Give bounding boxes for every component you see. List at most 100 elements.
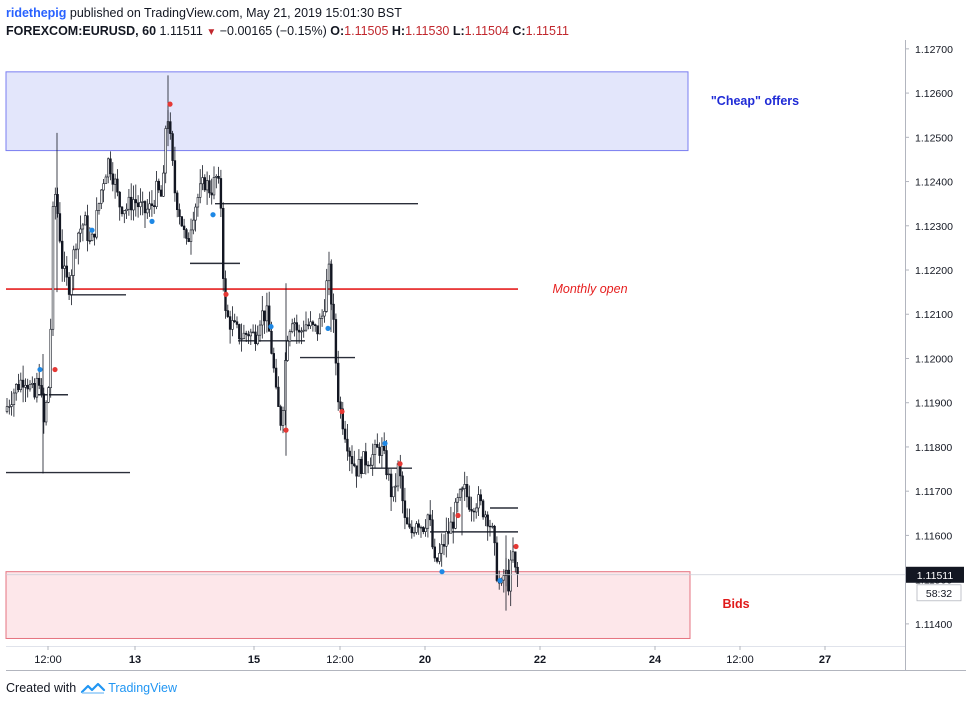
- candle-body: [31, 383, 34, 385]
- candle-body: [192, 219, 195, 231]
- tradingview-brand[interactable]: TradingView: [108, 681, 177, 695]
- last-price: 1.11511: [159, 24, 203, 38]
- y-tick-label: 1.11900: [915, 398, 952, 410]
- candle-body: [67, 276, 71, 295]
- candle-body: [472, 510, 476, 513]
- candle-body: [261, 310, 264, 326]
- candle-body: [428, 514, 432, 521]
- candle-body: [233, 320, 236, 323]
- candles-layer: [5, 75, 519, 611]
- candle-body: [247, 334, 250, 337]
- candle-body: [353, 463, 356, 467]
- candle-body: [47, 387, 50, 403]
- x-tick-label: 15: [248, 654, 260, 666]
- candle-body: [488, 525, 492, 528]
- x-tick-label: 13: [129, 654, 141, 666]
- candle-body: [8, 406, 11, 408]
- footer: Created with TradingView: [6, 681, 177, 695]
- tradingview-logo-icon[interactable]: [80, 681, 106, 695]
- candle-body: [102, 183, 105, 191]
- candle-body: [288, 331, 292, 342]
- buy-marker: [210, 212, 216, 218]
- candle-body: [274, 367, 278, 388]
- candle-body: [231, 320, 234, 330]
- candle-body: [176, 192, 179, 211]
- candle-body: [302, 329, 305, 332]
- candle-body: [245, 332, 248, 335]
- candle-body: [359, 458, 363, 474]
- candle-body: [362, 451, 365, 474]
- candle-body: [169, 121, 172, 134]
- last-price-tag: [906, 566, 964, 583]
- low-label: L:: [452, 24, 465, 38]
- author-link[interactable]: ridethepig: [6, 6, 67, 20]
- x-tick-label: 12:00: [326, 654, 354, 666]
- candle-body: [263, 310, 266, 322]
- high-label: H:: [391, 24, 406, 38]
- candle-body: [222, 207, 225, 279]
- candle-body: [325, 280, 328, 312]
- sell-marker: [167, 101, 173, 107]
- y-tick-label: 1.12200: [915, 265, 953, 277]
- candle-body: [470, 509, 473, 512]
- candle-body: [136, 202, 140, 208]
- y-tick-label: 1.12100: [915, 309, 953, 321]
- candle-body: [54, 194, 57, 207]
- close-label: C:: [512, 24, 526, 38]
- candle-body: [468, 496, 471, 510]
- candle-body: [484, 514, 487, 518]
- candle-body: [194, 206, 197, 221]
- x-tick-label: 12:00: [34, 654, 62, 666]
- candle-body: [281, 410, 285, 426]
- buy-marker: [382, 440, 388, 447]
- candle-body: [327, 263, 331, 282]
- candle-body: [346, 438, 349, 452]
- candle-body: [438, 552, 441, 562]
- sell-marker: [397, 461, 403, 467]
- candle-body: [104, 176, 108, 184]
- candle-body: [100, 189, 103, 204]
- candle-body: [323, 311, 326, 317]
- candle-body: [293, 322, 296, 325]
- candle-body: [290, 323, 294, 332]
- y-tick-label: 1.12400: [915, 177, 953, 189]
- candle-body: [40, 385, 43, 395]
- candle-body: [35, 377, 39, 398]
- candle-body: [371, 454, 374, 466]
- candle-body: [109, 158, 112, 175]
- candle-body: [60, 240, 64, 269]
- candle-body: [449, 521, 453, 534]
- candle-body: [180, 216, 183, 227]
- candle-body: [228, 316, 232, 330]
- candle-body: [113, 178, 117, 185]
- candle-body: [385, 450, 388, 476]
- candle-body: [265, 305, 269, 322]
- candle-body: [150, 203, 154, 206]
- candle-body: [412, 532, 416, 534]
- candle-body: [196, 197, 200, 208]
- sell-marker: [513, 543, 519, 550]
- candle-body: [336, 362, 340, 403]
- candle-body: [431, 519, 434, 548]
- candle-body: [481, 500, 485, 518]
- candle-body: [373, 444, 377, 455]
- candle-body: [339, 401, 342, 410]
- candle-body: [495, 542, 499, 581]
- candle-body: [491, 525, 494, 528]
- candle-body: [178, 209, 181, 217]
- candle-body: [44, 402, 48, 423]
- candle-body: [405, 517, 409, 525]
- candle-body: [456, 497, 459, 503]
- candle-body: [251, 331, 255, 334]
- candle-body: [33, 383, 36, 398]
- candle-body: [435, 557, 439, 562]
- monthly-open-label: Monthly open: [552, 282, 627, 296]
- candle-body: [311, 321, 315, 325]
- sell-marker: [339, 408, 345, 415]
- candle-body: [426, 514, 430, 529]
- candle-body: [465, 484, 469, 498]
- candle-body: [139, 202, 142, 208]
- high-value: 1.11530: [405, 24, 450, 38]
- candle-body: [403, 500, 407, 518]
